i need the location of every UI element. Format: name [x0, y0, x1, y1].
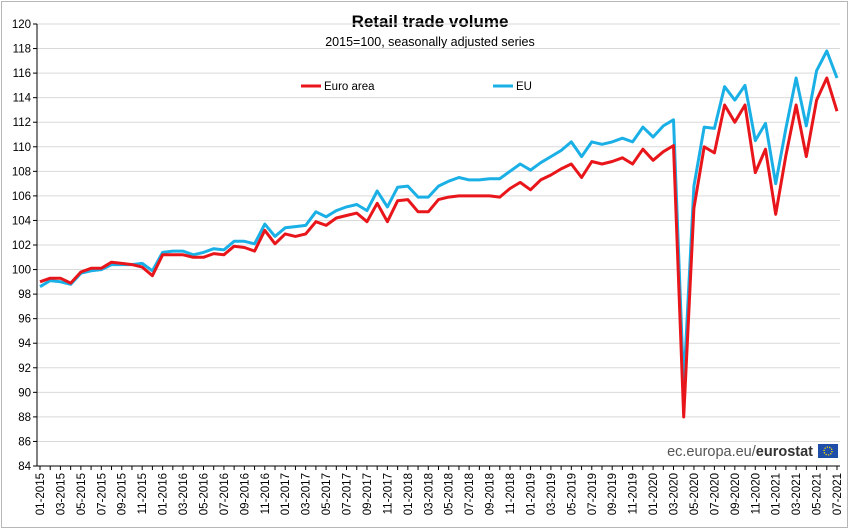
x-tick-label: 03-2021	[791, 473, 803, 515]
y-tick-label: 106	[12, 191, 31, 203]
x-tick-label: 03-2017	[301, 473, 313, 515]
x-tick-label: 07-2020	[709, 473, 721, 515]
x-tick-label: 01-2020	[648, 473, 660, 515]
y-tick-label: 98	[18, 289, 31, 301]
series-line-eu	[39, 49, 839, 388]
x-tick-label: 11-2015	[137, 473, 149, 514]
source-credit: ec.europa.eu/eurostat	[667, 444, 838, 460]
x-tick-label: 07-2018	[464, 473, 476, 515]
x-tick-label: 05-2020	[689, 473, 701, 515]
x-tick-label: 03-2018	[423, 473, 435, 515]
x-tick-label: 05-2018	[444, 473, 456, 515]
x-tick-label: 05-2019	[566, 473, 578, 515]
y-tick-label: 88	[18, 412, 31, 424]
series-lines	[39, 49, 839, 419]
x-tick-label: 05-2015	[76, 473, 88, 515]
x-tick-label: 03-2016	[178, 473, 190, 515]
x-axis-ticks: 01-2015 03-2015 05-2015 07-2015 09-2015 11-20…	[35, 466, 844, 515]
chart-title: Retail trade volume	[352, 12, 509, 31]
y-tick-label: 96	[18, 314, 31, 326]
y-tick-label: 100	[12, 265, 31, 277]
x-tick-label: 09-2016	[239, 473, 251, 515]
eu-flag-icon	[818, 444, 838, 458]
y-tick-label: 118	[13, 44, 31, 56]
y-tick-label: 102	[12, 240, 31, 252]
x-tick-label: 07-2015	[96, 473, 108, 515]
x-tick-label: 11-2017	[382, 473, 394, 514]
x-tick-label: 09-2018	[485, 473, 497, 515]
y-tick-label: 108	[12, 166, 31, 178]
y-tick-label: 104	[12, 215, 32, 227]
x-tick-label: 11-2020	[750, 473, 762, 514]
source-prefix: ec.europa.eu/	[667, 444, 757, 460]
y-tick-label: 114	[13, 93, 32, 105]
x-tick-label: 01-2018	[403, 473, 415, 515]
source-text: ec.europa.eu/eurostat	[667, 444, 813, 460]
gridlines	[37, 23, 840, 442]
x-tick-label: 09-2019	[607, 473, 619, 515]
x-tick-label: 01-2021	[771, 473, 783, 515]
x-tick-label: 07-2019	[587, 473, 599, 515]
x-tick-label: 05-2016	[198, 473, 210, 515]
x-tick-label: 01-2019	[525, 473, 537, 515]
legend-label-euro-area: Euro area	[324, 81, 375, 93]
source-brand: eurostat	[756, 444, 813, 460]
x-tick-label: 09-2020	[730, 473, 742, 515]
x-tick-label: 07-2017	[342, 473, 354, 515]
y-tick-label: 92	[18, 363, 31, 375]
y-tick-label: 86	[18, 436, 31, 448]
x-tick-label: 11-2018	[505, 473, 517, 514]
series-line-euro-area	[39, 76, 839, 419]
x-tick-label: 07-2016	[219, 473, 231, 515]
legend-label-eu: EU	[516, 81, 532, 93]
x-tick-label: 01-2016	[158, 473, 170, 515]
x-tick-label: 03-2020	[669, 473, 681, 515]
y-tick-label: 116	[13, 68, 31, 80]
y-axis-ticks: 84 86 88 90 92 94 96 98 100 102 104 106 108 110 112 114…	[12, 19, 37, 473]
y-tick-label: 120	[12, 19, 31, 31]
y-tick-label: 94	[18, 338, 31, 350]
x-tick-label: 09-2017	[362, 473, 374, 515]
chart-subtitle: 2015=100, seasonally adjusted series	[325, 35, 535, 49]
x-tick-label: 11-2019	[628, 473, 640, 514]
x-tick-label: 03-2019	[546, 473, 558, 515]
x-tick-label: 01-2017	[280, 473, 292, 515]
y-tick-label: 110	[13, 142, 31, 154]
x-tick-label: 03-2015	[55, 473, 67, 515]
x-tick-label: 07-2021	[832, 473, 844, 515]
x-tick-label: 01-2015	[35, 473, 47, 515]
x-tick-label: 05-2017	[321, 473, 333, 515]
legend: Euro area EU	[301, 81, 532, 93]
x-tick-label: 09-2015	[117, 473, 129, 515]
x-tick-label: 11-2016	[260, 473, 272, 514]
y-tick-label: 84	[18, 461, 31, 473]
axes	[36, 24, 840, 467]
x-tick-label: 05-2021	[812, 473, 824, 515]
y-tick-label: 112	[13, 117, 31, 129]
y-tick-label: 90	[18, 387, 31, 399]
